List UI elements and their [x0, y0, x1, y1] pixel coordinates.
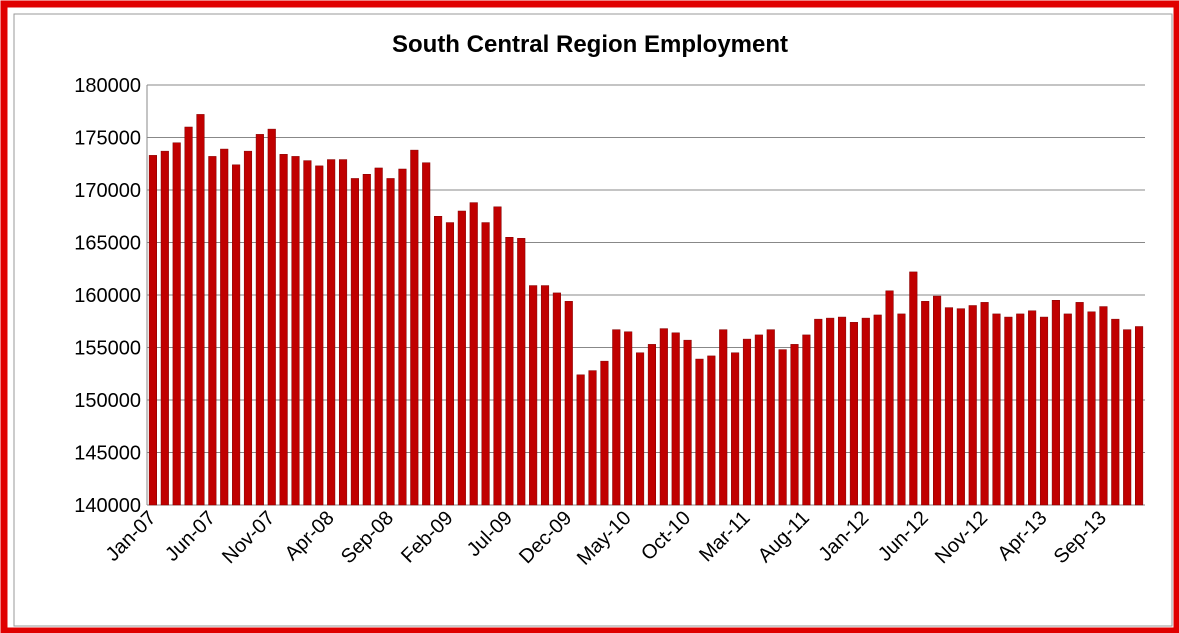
- bar: [802, 334, 811, 506]
- bar: [220, 148, 229, 506]
- bar: [422, 162, 431, 506]
- y-tick-label: 150000: [74, 390, 141, 412]
- bar: [849, 322, 858, 506]
- bar: [517, 238, 526, 506]
- bar: [196, 114, 205, 506]
- bar: [612, 329, 621, 506]
- bar: [814, 318, 823, 506]
- bar: [1135, 326, 1144, 506]
- bar: [754, 334, 763, 506]
- bar: [1123, 329, 1132, 506]
- bar: [232, 164, 241, 506]
- bar: [576, 374, 585, 506]
- bar: [1004, 316, 1013, 506]
- bar: [1028, 310, 1037, 506]
- bar: [921, 301, 930, 506]
- bar: [208, 156, 217, 506]
- bar: [1051, 300, 1060, 506]
- y-tick-label: 165000: [74, 233, 141, 255]
- bar: [564, 301, 573, 506]
- y-tick-label: 175000: [74, 128, 141, 150]
- bar: [279, 154, 288, 506]
- bar: [600, 360, 609, 506]
- bar: [410, 149, 419, 506]
- bar: [469, 202, 478, 506]
- bar: [505, 237, 514, 506]
- bar: [255, 134, 264, 506]
- bar: [481, 222, 490, 506]
- bar: [160, 150, 169, 506]
- bar: [683, 339, 692, 506]
- chart-title: South Central Region Employment: [392, 31, 788, 58]
- bar: [540, 285, 550, 506]
- bar: [327, 159, 336, 506]
- bar: [493, 206, 502, 506]
- bar: [588, 370, 597, 506]
- bar: [552, 292, 561, 506]
- y-tick-label: 160000: [74, 285, 141, 307]
- bar: [291, 156, 300, 506]
- bar: [790, 344, 799, 506]
- bar: [386, 178, 395, 506]
- chart-area: [13, 13, 1173, 627]
- bar: [243, 150, 253, 506]
- bar: [695, 358, 704, 506]
- bar: [707, 355, 716, 506]
- bar: [944, 307, 954, 506]
- y-tick-label: 180000: [74, 75, 141, 97]
- bar: [837, 316, 847, 506]
- bar: [624, 331, 633, 506]
- bar: [350, 178, 359, 506]
- bar: [742, 338, 752, 506]
- bar: [338, 159, 348, 506]
- bar: [731, 352, 740, 506]
- bar: [826, 317, 835, 506]
- bar: [897, 313, 906, 506]
- bar: [172, 142, 181, 506]
- bar: [434, 216, 443, 506]
- bar: [457, 210, 466, 506]
- bar: [909, 271, 918, 506]
- bar: [529, 285, 538, 506]
- bar: [719, 329, 728, 506]
- bar: [148, 155, 157, 506]
- bar: [1016, 313, 1025, 506]
- bar: [636, 352, 645, 506]
- bar: [1075, 302, 1084, 506]
- bar: [1063, 313, 1072, 506]
- bar: [980, 302, 989, 506]
- bar: [1087, 311, 1096, 506]
- bar: [647, 344, 656, 506]
- bar: [315, 165, 324, 506]
- bar: [778, 349, 787, 506]
- bar: [303, 160, 312, 506]
- bar: [956, 308, 965, 506]
- bar: [398, 168, 407, 506]
- y-tick-label: 145000: [74, 443, 141, 465]
- y-tick-label: 170000: [74, 180, 141, 202]
- bar: [933, 295, 942, 506]
- bar: [1111, 318, 1120, 506]
- bar: [659, 328, 668, 506]
- bar: [873, 314, 882, 506]
- bar: [885, 290, 894, 506]
- bar: [445, 222, 455, 506]
- bar: [766, 329, 775, 506]
- bar: [374, 167, 383, 506]
- bar: [992, 313, 1001, 506]
- bar: [1039, 316, 1049, 506]
- y-tick-label: 140000: [74, 495, 141, 517]
- bar: [1099, 306, 1108, 506]
- bar: [861, 317, 870, 506]
- bar: [362, 174, 371, 506]
- bar: [968, 305, 977, 506]
- bar: [671, 332, 680, 506]
- bar: [267, 128, 276, 506]
- y-tick-label: 155000: [74, 338, 141, 360]
- bar: [184, 126, 193, 506]
